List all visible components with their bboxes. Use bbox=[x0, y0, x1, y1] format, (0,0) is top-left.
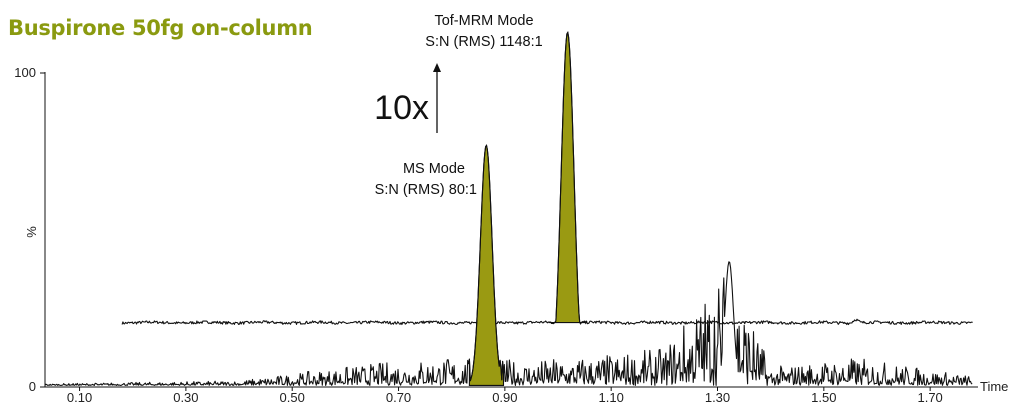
x-tick-label-2: 0.50 bbox=[280, 390, 305, 405]
y-tick-label-100: 100 bbox=[14, 65, 36, 80]
series-1-trace bbox=[44, 144, 973, 386]
x-tick-label-7: 1.50 bbox=[811, 390, 836, 405]
y-tick-label-0: 0 bbox=[29, 379, 36, 394]
x-tick-label-0: 0.10 bbox=[67, 390, 92, 405]
x-tick-label-5: 1.10 bbox=[599, 390, 624, 405]
tof-mode-label: Tof-MRM Mode bbox=[434, 13, 533, 29]
chart-title: Buspirone 50fg on-column bbox=[8, 16, 313, 40]
x-axis-label: Time bbox=[980, 379, 1008, 394]
y-axis-label: % bbox=[24, 226, 39, 238]
traces bbox=[44, 30, 973, 386]
x-tick-label-3: 0.70 bbox=[386, 390, 411, 405]
x-tick-label-1: 0.30 bbox=[173, 390, 198, 405]
gain-label: 10x bbox=[374, 89, 429, 127]
gain-arrow-head bbox=[433, 63, 441, 72]
x-ticks: 0.10 0.30 0.50 0.70 0.90 1.10 1.30 1.50 1.70 bbox=[67, 387, 943, 405]
ms-sn-label: S:N (RMS) 80:1 bbox=[375, 182, 477, 198]
tof-sn-label: S:N (RMS) 1148:1 bbox=[425, 34, 542, 50]
x-tick-label-4: 0.90 bbox=[492, 390, 517, 405]
series-0-trace bbox=[121, 31, 973, 326]
axes: 100 0 % Time bbox=[14, 65, 1008, 394]
x-tick-label-6: 1.30 bbox=[705, 390, 730, 405]
series-0-peak-fill bbox=[548, 30, 588, 325]
annotations: Tof-MRM Mode S:N (RMS) 1148:1 10x MS Mod… bbox=[374, 13, 543, 198]
ms-mode-label: MS Mode bbox=[403, 161, 465, 177]
x-tick-label-8: 1.70 bbox=[917, 390, 942, 405]
